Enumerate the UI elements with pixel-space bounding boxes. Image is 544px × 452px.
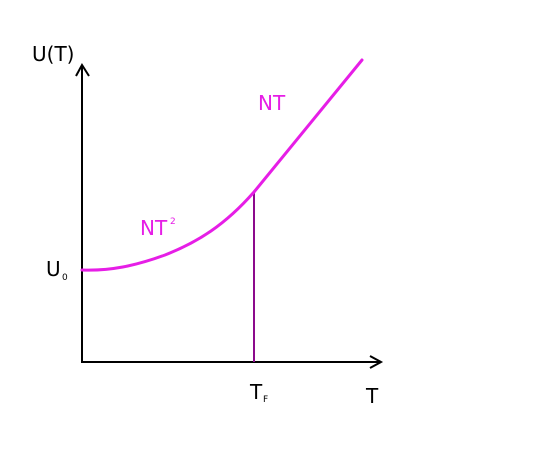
tf-subscript: F bbox=[263, 395, 268, 405]
u0-label: U bbox=[46, 257, 61, 281]
energy-curve bbox=[80, 58, 364, 272]
tf-label: T bbox=[249, 380, 263, 404]
y-axis-arrowhead bbox=[75, 63, 90, 77]
x-axis-arrowhead bbox=[369, 355, 384, 369]
nt-squared-superscript: 2 bbox=[170, 217, 176, 227]
nt-linear-label: NT bbox=[258, 91, 286, 115]
nt-squared-label: NT bbox=[140, 216, 168, 240]
x-axis-label: T bbox=[365, 384, 379, 408]
u0-subscript: 0 bbox=[62, 273, 68, 283]
y-axis-label: U(T) bbox=[32, 42, 74, 66]
